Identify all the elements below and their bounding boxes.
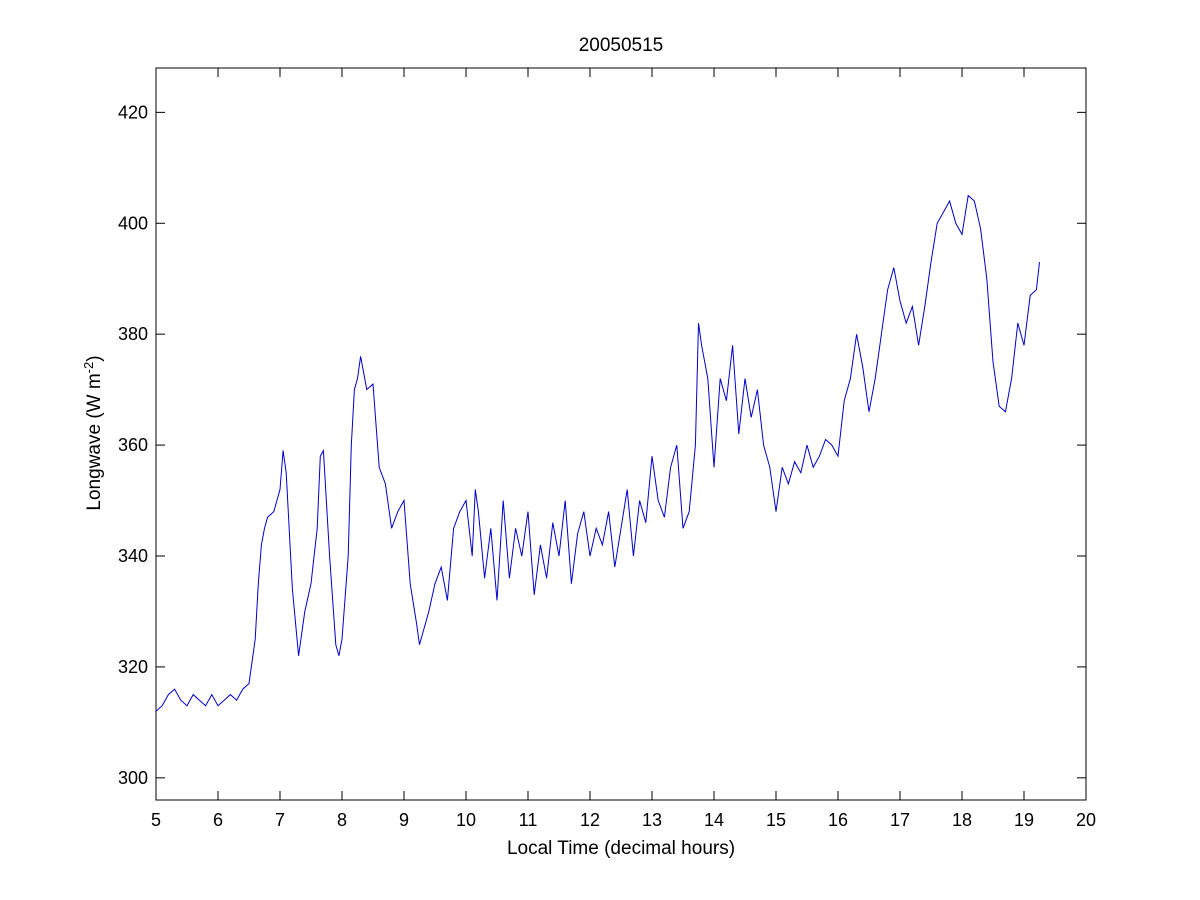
x-tick-label: 15 [766,810,786,830]
x-tick-label: 20 [1076,810,1096,830]
x-tick-label: 9 [399,810,409,830]
y-axis-label-main: Longwave (W m [84,373,105,510]
x-axis-label: Local Time (decimal hours) [507,838,735,859]
x-tick-label: 14 [704,810,724,830]
y-tick-label: 380 [118,324,148,344]
x-tick-label: 11 [519,810,538,830]
y-tick-label: 360 [118,435,148,455]
y-tick-label: 300 [118,768,148,788]
x-axis: 5 6 7 8 9 10 11 12 13 14 15 16 17 18 19 20 [151,68,1096,830]
x-tick-label: 6 [213,810,223,830]
x-tick-label: 8 [337,810,347,830]
x-tick-label: 16 [828,810,848,830]
y-tick-label: 340 [118,546,148,566]
x-tick-label: 10 [456,810,476,830]
y-axis-label-superscript: -2 [81,362,96,374]
x-tick-label: 5 [151,810,161,830]
x-tick-label: 12 [580,810,600,830]
y-axis-label: Longwave (W m-2) [81,355,106,510]
x-tick-label: 13 [642,810,662,830]
plot-frame [155,67,1087,801]
y-tick-label: 420 [118,102,148,122]
x-tick-label: 18 [952,810,972,830]
x-tick-label: 17 [890,810,910,830]
y-tick-label: 320 [118,657,148,677]
series-line [155,194,1040,712]
x-tick-label: 19 [1014,810,1034,830]
y-axis: 300 320 340 360 380 400 420 [118,102,1086,788]
y-tick-label: 400 [118,213,148,233]
y-axis-label-close: ) [84,355,105,361]
chart-title: 20050515 [579,35,664,56]
x-tick-label: 7 [275,810,285,830]
